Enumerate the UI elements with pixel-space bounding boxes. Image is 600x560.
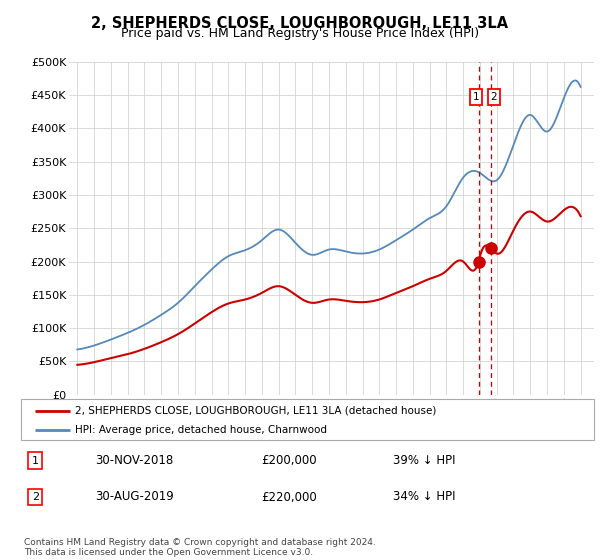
Text: 2: 2 xyxy=(32,492,39,502)
Text: £200,000: £200,000 xyxy=(262,454,317,467)
Text: Contains HM Land Registry data © Crown copyright and database right 2024.
This d: Contains HM Land Registry data © Crown c… xyxy=(24,538,376,557)
Text: £220,000: £220,000 xyxy=(262,491,317,503)
Text: Price paid vs. HM Land Registry's House Price Index (HPI): Price paid vs. HM Land Registry's House … xyxy=(121,27,479,40)
Text: 30-AUG-2019: 30-AUG-2019 xyxy=(95,491,174,503)
Text: 2, SHEPHERDS CLOSE, LOUGHBOROUGH, LE11 3LA: 2, SHEPHERDS CLOSE, LOUGHBOROUGH, LE11 3… xyxy=(91,16,509,31)
Text: 1: 1 xyxy=(473,92,479,102)
Text: 30-NOV-2018: 30-NOV-2018 xyxy=(95,454,174,467)
Text: 1: 1 xyxy=(32,456,39,465)
Text: 2, SHEPHERDS CLOSE, LOUGHBOROUGH, LE11 3LA (detached house): 2, SHEPHERDS CLOSE, LOUGHBOROUGH, LE11 3… xyxy=(76,405,437,416)
Text: 39% ↓ HPI: 39% ↓ HPI xyxy=(394,454,456,467)
Text: HPI: Average price, detached house, Charnwood: HPI: Average price, detached house, Char… xyxy=(76,424,328,435)
Text: 2: 2 xyxy=(490,92,497,102)
Text: 34% ↓ HPI: 34% ↓ HPI xyxy=(394,491,456,503)
